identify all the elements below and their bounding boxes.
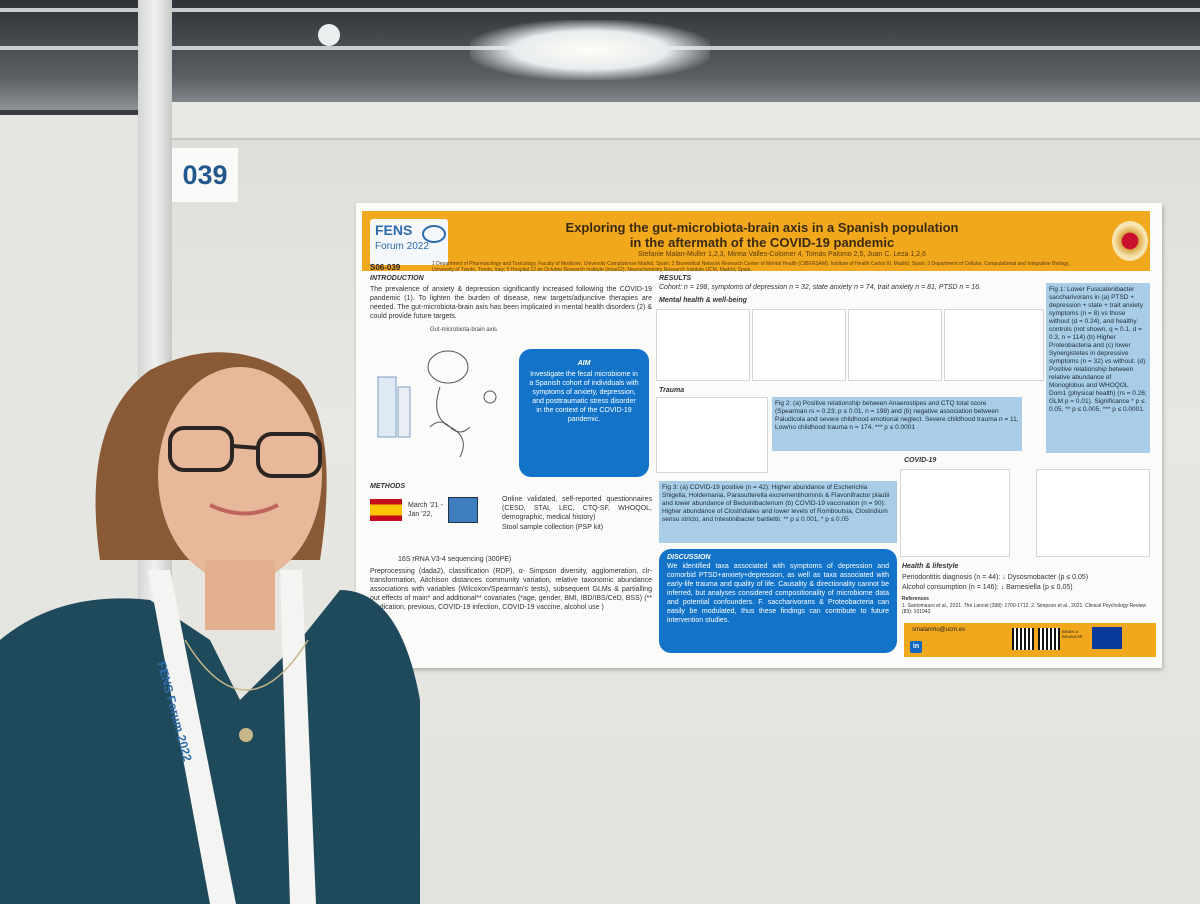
security-camera-icon <box>318 24 340 46</box>
linkedin-icon: in <box>910 641 922 653</box>
fig3-caption: Fig 3: (a) COVID-19 positive (n = 42): H… <box>659 481 897 543</box>
gut-brain-sketch: Gut-microbiota-brain axis <box>370 327 510 467</box>
ceiling <box>0 0 1200 110</box>
fig3a-boxplot <box>900 469 1010 557</box>
email: smalanmu@ucm.es <box>912 627 966 633</box>
poster-code: S06-039 <box>370 263 401 272</box>
fig3b-boxplot <box>1036 469 1150 557</box>
title-line-1: Exploring the gut-microbiota-brain axis … <box>565 220 959 235</box>
methods-text: Online validated, self-reported question… <box>502 496 652 521</box>
authors: Stefanie Malan-Muller 1,2,3, Mireia Vall… <box>637 251 927 258</box>
fens-logo: FENS Forum 2022 <box>370 219 448 265</box>
board-number: 039 <box>172 148 238 202</box>
neck <box>205 560 275 630</box>
poster-title: Exploring the gut-microbiota-brain axis … <box>482 220 1042 250</box>
eu-flag-icon <box>1092 627 1122 649</box>
board-top-rail <box>172 102 1200 140</box>
glasses-icon <box>168 426 322 478</box>
necklace <box>184 639 309 691</box>
intro-text: The prevalence of anxiety & depression s… <box>370 286 652 320</box>
poster-banner: FENS Forum 2022 Exploring the gut-microb… <box>362 211 1150 273</box>
results-heading: RESULTS <box>659 275 692 282</box>
ceiling-beam <box>0 8 1200 12</box>
fig1-caption: Fig 1: Lower Fusicatenibacter saccharivo… <box>1046 283 1150 453</box>
title-line-2: in the aftermath of the COVID-19 pandemi… <box>629 235 895 250</box>
sketch-label: Gut-microbiota-brain axis <box>430 327 498 333</box>
brain-icon <box>422 225 446 243</box>
spain-flag-icon <box>370 499 402 521</box>
computer-questionnaire-icon <box>448 497 478 523</box>
methods-stool: Stool sample collection (PSP kit) <box>502 524 604 531</box>
fig2-caption: Fig 2: (a) Positive relationship between… <box>772 397 1022 451</box>
health-heading: Health & lifestyle <box>902 563 959 570</box>
fig1d-scatter <box>944 309 1044 381</box>
discussion-text: We identified taxa associated with sympt… <box>667 563 889 624</box>
methods-processing: Preprocessing (dada2), classification (R… <box>370 568 652 611</box>
health-line-1: Periodontitis diagnosis (n = 44): ↓ Dyso… <box>902 574 1089 581</box>
fig2a-scatter <box>656 397 768 473</box>
qr-code-icon <box>1012 628 1034 650</box>
fig1b-boxplot <box>752 309 846 381</box>
university-seal-icon <box>1112 221 1148 261</box>
cohort-text: Cohort: n = 198, symptoms of depression … <box>659 284 981 291</box>
blouse <box>0 590 420 904</box>
intro-heading: INTRODUCTION <box>370 275 424 282</box>
fig1a-boxplot <box>656 309 750 381</box>
necklace-pendant <box>239 728 253 742</box>
discussion-heading: DISCUSSION <box>667 554 711 561</box>
methods-date: March '21 - Jan '22, <box>408 502 443 518</box>
ceiling-light <box>470 20 710 80</box>
lanyard-left <box>148 570 236 904</box>
discussion-box: DISCUSSION We identified taxa associated… <box>659 549 897 653</box>
logo-forum-text: Forum 2022 <box>375 241 429 252</box>
methods-sequencing: 16S rRNA V3-4 sequencing (300PE) <box>398 556 512 563</box>
poster-footer: smalanmu@ucm.es in BRAIN & BEHAVIOR <box>904 623 1156 657</box>
sponsor-logo: BRAIN & BEHAVIOR <box>1062 629 1083 639</box>
affiliations: 1 Department of Pharmacology and Toxicol… <box>432 261 1070 273</box>
qr-code-icon <box>1038 628 1060 650</box>
fig1c-boxplot <box>848 309 942 381</box>
health-line-2: Alcohol consumption (n = 146): ↓ Barnesi… <box>902 584 1073 591</box>
logo-fens-text: FENS <box>375 222 413 238</box>
covid-heading: COVID-19 <box>904 457 937 464</box>
aim-heading: AIM <box>577 360 591 367</box>
references-text: 1. Santomauro et al., 2021. The Lancet (… <box>902 603 1146 615</box>
mental-health-heading: Mental health & well-being <box>659 297 747 304</box>
trauma-heading: Trauma <box>659 387 685 394</box>
references-heading: References <box>902 596 929 602</box>
aim-text: Investigate the fecal microbiome in a Sp… <box>529 371 639 423</box>
smile <box>209 503 279 516</box>
aim-box: AIM Investigate the fecal microbiome in … <box>519 349 649 477</box>
face <box>158 367 322 583</box>
lanyard-right <box>280 570 316 904</box>
methods-heading: METHODS <box>370 483 405 490</box>
poster: FENS Forum 2022 Exploring the gut-microb… <box>356 203 1162 668</box>
